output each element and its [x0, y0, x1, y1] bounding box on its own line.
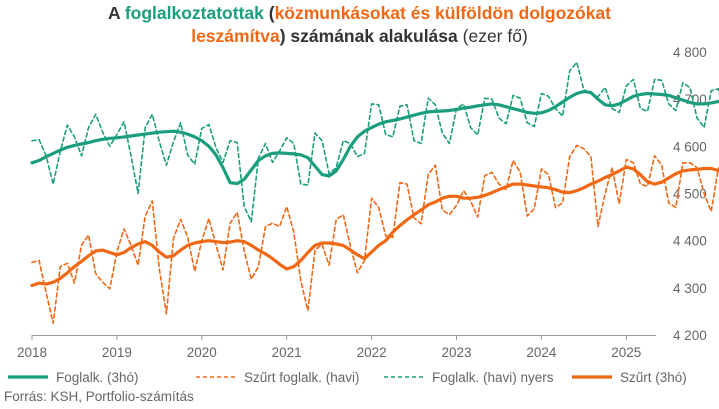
chart-title: A foglalkoztatottak (közmunkásokat és kü…: [0, 2, 719, 48]
title-part-1: A: [107, 3, 125, 23]
title-part-7: (ezer fő): [457, 26, 528, 46]
x-tick-label: 2018: [17, 345, 47, 360]
y-tick-label: 4 200: [673, 328, 707, 343]
title-part-6: ) számának alakulása: [279, 26, 458, 46]
x-tick-label: 2024: [526, 345, 557, 360]
x-tick-label: 2023: [441, 345, 471, 360]
title-part-2: foglalkoztatottak: [124, 3, 264, 23]
legend-label-2: Szűrt foglalk. (havi): [244, 370, 360, 385]
y-tick-label: 4 400: [673, 234, 707, 249]
legend-label-3: Foglalk. (havi) nyers: [432, 370, 554, 385]
x-tick-label: 2025: [611, 345, 641, 360]
x-tick-label: 2020: [187, 345, 217, 360]
y-tick-label: 4 800: [673, 45, 707, 60]
series-line-3: [31, 61, 719, 223]
legend-label-4: Szűrt (3hó): [620, 370, 687, 385]
series-line-1: [30, 89, 719, 186]
title-line-1: A foglalkoztatottak (közmunkásokat és kü…: [0, 2, 719, 25]
y-tick-label: 4 500: [673, 187, 707, 202]
legend-label-1: Foglalk. (3hó): [56, 370, 139, 385]
source-note: Forrás: KSH, Portfolio-számítás: [4, 389, 194, 404]
y-tick-label: 4 300: [673, 281, 707, 296]
title-line-2: leszámítva) számának alakulása (ezer fő): [0, 25, 719, 48]
series-line-4: [30, 165, 719, 288]
x-tick-label: 2022: [357, 345, 387, 360]
series-line-2: [31, 144, 719, 325]
title-part-3: (: [263, 3, 275, 23]
title-part-4: közmunkásokat és külföldön dolgozókat: [274, 3, 612, 23]
x-tick-label: 2021: [272, 345, 302, 360]
x-tick-label: 2019: [102, 345, 132, 360]
title-part-5: leszámítva: [191, 26, 280, 46]
y-tick-label: 4 600: [673, 139, 707, 154]
